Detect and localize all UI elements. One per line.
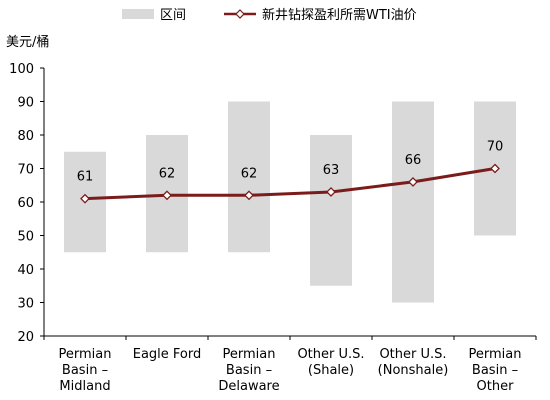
legend-range-swatch [122, 9, 154, 19]
y-axis-unit-label: 美元/桶 [6, 35, 49, 50]
y-tick-label: 90 [17, 96, 34, 111]
x-category-label: Other U.S. (Shale) [297, 347, 364, 378]
y-tick-label: 70 [17, 163, 34, 178]
data-labels: 61 62 62 63 66 70 [77, 140, 504, 185]
y-tick-label: 100 [9, 62, 34, 77]
line-marker [162, 190, 172, 201]
x-category-labels: Permian Basin – Midland Eagle Ford Permian Ba… [59, 347, 522, 394]
y-tick-label: 30 [17, 297, 34, 312]
x-category-label: Eagle Ford [133, 347, 202, 362]
data-label: 70 [487, 140, 504, 155]
range-bars [64, 101, 516, 303]
y-tick-label: 80 [17, 129, 34, 144]
line-marker [80, 193, 90, 204]
range-bar [392, 101, 434, 303]
y-tick-label: 60 [17, 196, 34, 211]
data-label: 66 [405, 153, 422, 168]
y-tick-label: 50 [17, 230, 34, 245]
price-line-series [80, 163, 500, 204]
y-tick-labels: 20 30 40 50 60 70 80 90 100 [9, 62, 34, 345]
data-label: 62 [159, 166, 176, 181]
x-category-label: Permian Basin – Delaware [218, 347, 279, 394]
legend-line-label: 新井钻探盈利所需WTI油价 [262, 7, 417, 23]
price-line [84, 167, 496, 201]
data-label: 61 [77, 170, 94, 185]
range-bar [310, 135, 352, 286]
legend: 区间 新井钻探盈利所需WTI油价 [122, 7, 417, 23]
axes [40, 67, 537, 340]
x-category-label: Permian Basin – Other [469, 347, 522, 394]
line-marker [408, 176, 418, 187]
line-marker [326, 187, 336, 197]
line-marker [490, 163, 500, 174]
data-label: 62 [241, 166, 258, 181]
y-tick-label: 40 [17, 263, 34, 278]
data-label: 63 [323, 163, 340, 178]
line-marker [244, 190, 254, 201]
y-tick-label: 20 [17, 330, 34, 345]
x-category-label: Other U.S. (Nonshale) [378, 347, 449, 378]
legend-range-label: 区间 [160, 8, 186, 23]
range-bar [228, 101, 270, 253]
legend-line-marker [235, 9, 245, 19]
x-category-label: Permian Basin – Midland [59, 347, 112, 394]
